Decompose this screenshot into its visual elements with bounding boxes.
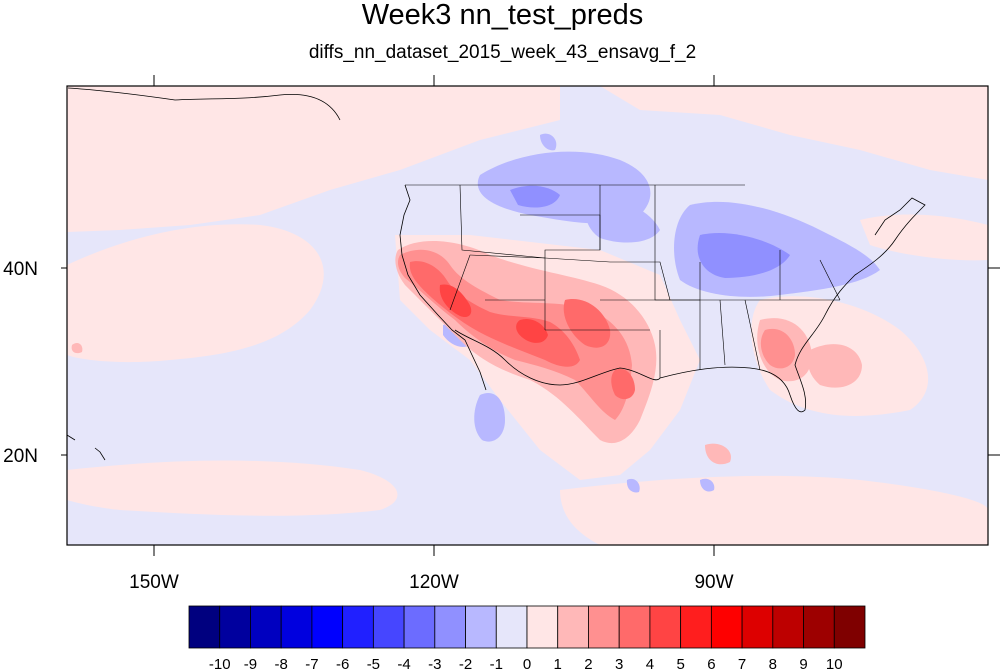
colorbar-label: 6: [707, 656, 715, 672]
colorbar: -10 -9 -8 -7 -6 -5 -4 -3 -2 -1 0 1 2 3 4 5 6 7 8 9 10: [188, 605, 866, 672]
colorbar-label: -4: [397, 656, 410, 672]
colorbar-swatch: [710, 605, 743, 649]
contour-field: [67, 86, 988, 545]
plot-subtitle: diffs_nn_dataset_2015_week_43_ensavg_f_2: [308, 42, 697, 63]
state-boundaries: [405, 184, 841, 378]
colorbar-swatch: [649, 605, 682, 649]
colorbar-swatch: [557, 605, 589, 649]
colorbar-swatch: [219, 605, 251, 649]
plot-frame: [66, 85, 989, 546]
colorbar-swatch: [526, 605, 559, 649]
colorbar-swatch: [311, 605, 344, 649]
colorbar-label: 9: [799, 656, 807, 672]
colorbar-swatch: [803, 605, 835, 649]
colorbar-label: 8: [769, 656, 777, 672]
colorbar-label: -10: [209, 656, 231, 672]
colorbar-label: 5: [676, 656, 684, 672]
colorbar-swatch: [250, 605, 282, 649]
colorbar-label: 3: [615, 656, 623, 672]
y-tick-20n: 20N: [3, 446, 38, 467]
colorbar-swatch: [772, 605, 804, 649]
colorbar-swatch: [465, 605, 497, 649]
minor-ticks: [61, 75, 1000, 556]
colorbar-label: -8: [275, 656, 288, 672]
colorbar-label: -1: [490, 656, 503, 672]
colorbar-label: -9: [244, 656, 257, 672]
coastlines: [67, 87, 926, 461]
negative-patches-2: [510, 185, 790, 278]
colorbar-swatch: [680, 605, 712, 649]
colorbar-swatch: [434, 605, 466, 649]
colorbar-label: 2: [584, 656, 592, 672]
colorbar-swatch: [833, 605, 866, 649]
colorbar-swatch: [495, 605, 528, 649]
colorbar-swatch: [403, 605, 436, 649]
colorbar-label: -7: [305, 656, 318, 672]
colorbar-label: -6: [336, 656, 349, 672]
plot-title: Week3 nn_test_preds: [361, 0, 644, 31]
colorbar-swatch: [588, 605, 620, 649]
y-tick-40n: 40N: [3, 259, 38, 280]
colorbar-swatch: [741, 605, 774, 649]
colorbar-label: -3: [428, 656, 441, 672]
x-tick-150w: 150W: [129, 572, 179, 593]
colorbar-swatch: [342, 605, 374, 649]
colorbar-swatch: [372, 605, 405, 649]
colorbar-label: -2: [459, 656, 472, 672]
colorbar-label: -5: [367, 656, 380, 672]
x-tick-120w: 120W: [409, 572, 459, 593]
colorbar-label: 1: [554, 656, 562, 672]
positive-patches-4: [439, 284, 548, 343]
colorbar-swatch: [618, 605, 651, 649]
colorbar-label: 4: [646, 656, 654, 672]
colorbar-swatch: [280, 605, 313, 649]
colorbar-label: 7: [738, 656, 746, 672]
colorbar-label: 0: [523, 656, 531, 672]
colorbar-label: 10: [826, 656, 843, 672]
x-tick-90w: 90W: [694, 572, 733, 593]
colorbar-swatch: [188, 605, 221, 649]
